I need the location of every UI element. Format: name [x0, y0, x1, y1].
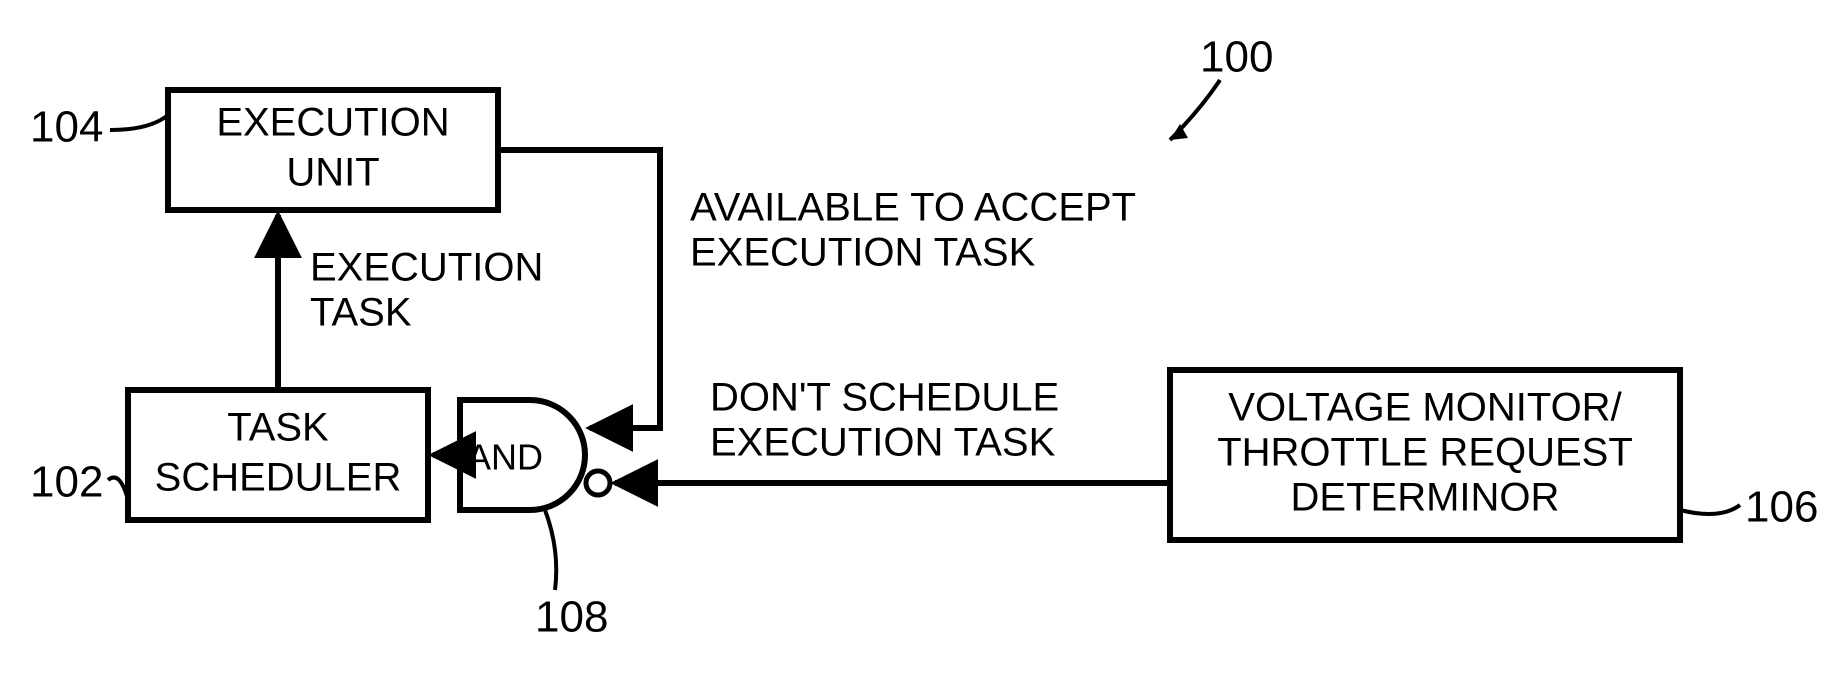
- edge-exec-task-label-1: EXECUTION: [310, 246, 543, 290]
- task-scheduler-label-1: TASK: [227, 406, 329, 450]
- voltage-monitor-label-2: THROTTLE REQUEST: [1217, 431, 1633, 475]
- ref-104-leader: [110, 115, 168, 130]
- edge-available-label-1: AVAILABLE TO ACCEPT: [690, 186, 1136, 230]
- execution-unit-label-1: EXECUTION: [216, 101, 449, 145]
- voltage-monitor-label-1: VOLTAGE MONITOR/: [1228, 386, 1622, 430]
- edge-dont-sched-label-2: EXECUTION TASK: [710, 421, 1056, 465]
- ref-108: 108: [535, 593, 608, 642]
- and-gate-label: AND: [467, 437, 543, 478]
- task-scheduler-label-2: SCHEDULER: [155, 456, 402, 500]
- ref-104: 104: [30, 103, 103, 152]
- ref-106: 106: [1745, 483, 1818, 532]
- ref-102: 102: [30, 458, 103, 507]
- and-gate-inverter-bubble: [586, 471, 610, 495]
- voltage-monitor-label-3: DETERMINOR: [1291, 476, 1560, 520]
- ref-106-leader: [1680, 505, 1740, 514]
- execution-unit-label-2: UNIT: [286, 151, 379, 195]
- edge-exec-task-label-2: TASK: [310, 291, 412, 335]
- edge-dont-sched-label-1: DON'T SCHEDULE: [710, 376, 1059, 420]
- ref-100: 100: [1200, 33, 1273, 82]
- edge-available-label-2: EXECUTION TASK: [690, 231, 1036, 275]
- and-gate: AND: [460, 400, 610, 510]
- ref-108-leader: [545, 510, 556, 590]
